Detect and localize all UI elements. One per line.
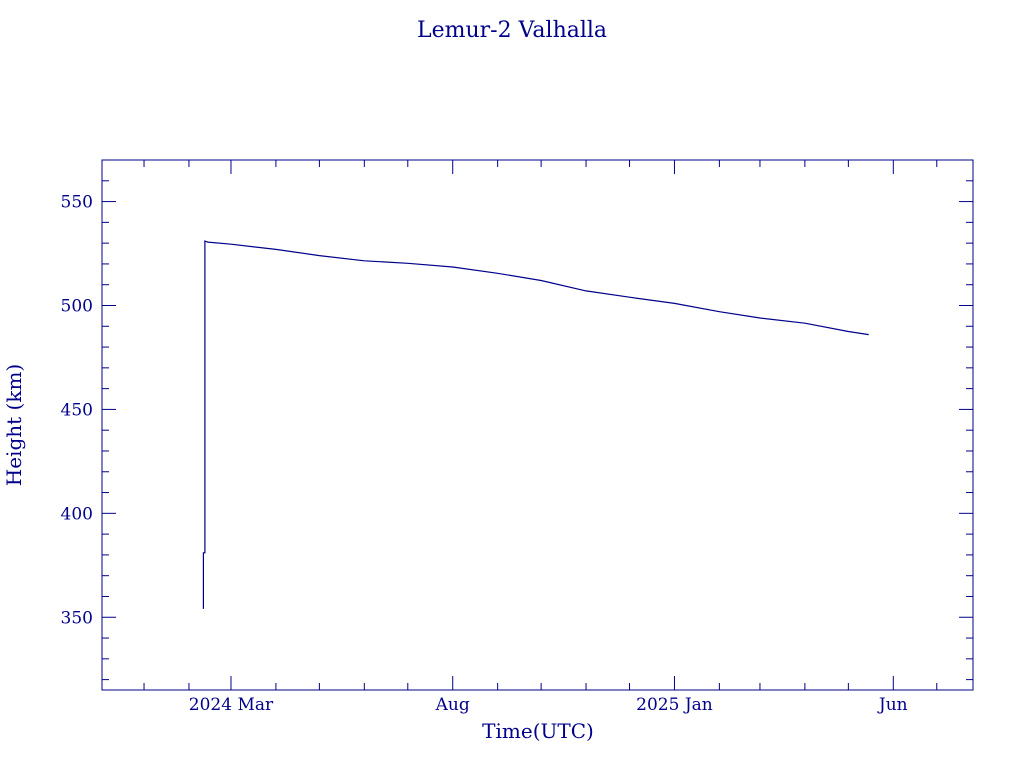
y-axis-label: Height (km) [2, 364, 26, 486]
x-tick-label: 2025 Jan [636, 695, 713, 715]
x-tick-label: Jun [877, 695, 908, 715]
plot-frame [101, 159, 974, 691]
x-axis-label: Time(UTC) [482, 719, 594, 743]
y-tick-label: 450 [61, 400, 93, 420]
y-tick-label: 350 [61, 608, 93, 628]
series-line [202, 240, 869, 609]
y-axis: 350 400 450 500 550 [61, 159, 973, 681]
x-tick-label: 2024 Mar [189, 695, 274, 715]
y-tick-label: 500 [61, 296, 93, 316]
series-group [202, 240, 869, 609]
x-tick-label: Aug [435, 695, 470, 715]
x-axis: 2024 Mar Aug 2025 Jan Jun [143, 160, 938, 715]
chart-title: Lemur-2 Valhalla [417, 18, 607, 43]
y-tick-label: 550 [61, 193, 93, 213]
y-tick-label: 400 [61, 504, 93, 524]
